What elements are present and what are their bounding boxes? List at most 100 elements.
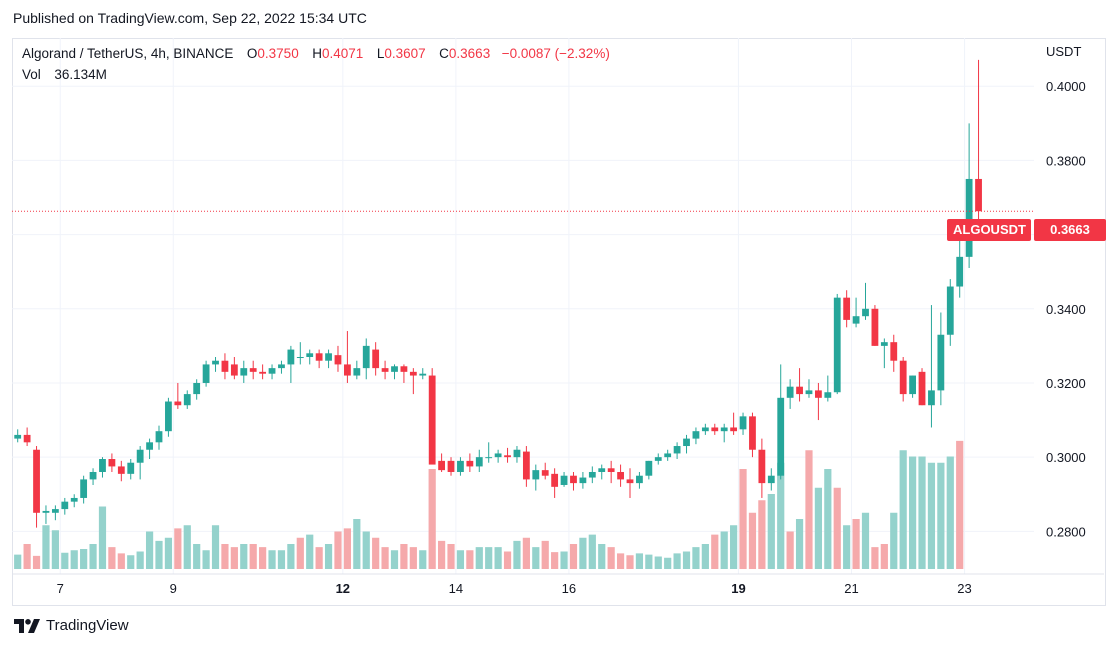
candle[interactable] xyxy=(880,338,888,369)
candle[interactable] xyxy=(975,59,982,232)
candle[interactable] xyxy=(579,471,587,489)
candle[interactable] xyxy=(230,357,238,380)
candle[interactable] xyxy=(51,505,59,521)
candle[interactable] xyxy=(475,449,483,472)
candle[interactable] xyxy=(296,342,304,365)
candle[interactable] xyxy=(221,353,229,380)
candle[interactable] xyxy=(946,279,954,346)
candle[interactable] xyxy=(334,345,342,372)
candle[interactable] xyxy=(287,345,295,383)
volume-label[interactable]: Vol xyxy=(22,67,41,82)
candle[interactable] xyxy=(777,364,785,480)
candle[interactable] xyxy=(636,471,643,489)
candle[interactable] xyxy=(928,305,935,428)
candle[interactable] xyxy=(664,449,672,461)
candle[interactable] xyxy=(805,379,813,398)
candle[interactable] xyxy=(730,412,738,435)
candle[interactable] xyxy=(353,360,361,380)
candle[interactable] xyxy=(80,475,88,504)
candle[interactable] xyxy=(767,468,775,491)
candle[interactable] xyxy=(588,466,596,484)
candle[interactable] xyxy=(494,449,502,463)
candle[interactable] xyxy=(447,457,455,476)
candle[interactable] xyxy=(843,290,851,328)
candle[interactable] xyxy=(70,494,78,508)
candle[interactable] xyxy=(325,349,332,369)
candle[interactable] xyxy=(890,334,898,372)
candle[interactable] xyxy=(183,390,191,409)
candle[interactable] xyxy=(259,364,267,380)
candle[interactable] xyxy=(278,360,285,374)
candle[interactable] xyxy=(61,497,69,515)
candle[interactable] xyxy=(155,425,163,450)
candle[interactable] xyxy=(532,464,540,491)
candle[interactable] xyxy=(23,427,31,447)
candle[interactable] xyxy=(33,446,40,528)
candle[interactable] xyxy=(212,357,219,372)
candle[interactable] xyxy=(833,293,841,395)
candle[interactable] xyxy=(174,382,182,409)
candle[interactable] xyxy=(485,442,493,463)
candle[interactable] xyxy=(560,471,568,487)
legend-symbol[interactable]: Algorand / TetherUS, 4h, BINANCE xyxy=(22,46,234,61)
candle[interactable] xyxy=(937,312,945,406)
candle[interactable] xyxy=(692,427,700,445)
candle[interactable] xyxy=(268,364,276,380)
candle[interactable] xyxy=(541,462,549,480)
candle[interactable] xyxy=(701,423,709,435)
candle[interactable] xyxy=(428,368,436,465)
candle[interactable] xyxy=(372,342,380,376)
candle[interactable] xyxy=(400,364,408,383)
candle[interactable] xyxy=(909,375,916,398)
candle[interactable] xyxy=(551,468,559,498)
candle[interactable] xyxy=(617,464,624,487)
candle[interactable] xyxy=(457,457,464,476)
candle[interactable] xyxy=(607,460,615,484)
candle[interactable] xyxy=(918,368,926,406)
candle[interactable] xyxy=(391,364,398,380)
candle[interactable] xyxy=(598,464,606,480)
candle[interactable] xyxy=(758,438,766,498)
candle[interactable] xyxy=(626,468,634,498)
candle[interactable] xyxy=(871,305,879,346)
candle[interactable] xyxy=(419,368,427,380)
candle[interactable] xyxy=(146,438,153,460)
candle[interactable] xyxy=(739,412,747,435)
candle[interactable] xyxy=(438,453,445,472)
candle[interactable] xyxy=(570,471,577,491)
candle[interactable] xyxy=(381,360,389,380)
candle[interactable] xyxy=(202,360,210,387)
candle[interactable] xyxy=(344,331,351,383)
candle[interactable] xyxy=(654,453,662,465)
candle[interactable] xyxy=(306,349,314,365)
candle[interactable] xyxy=(117,460,125,482)
candle[interactable] xyxy=(466,453,474,472)
candle[interactable] xyxy=(504,447,511,463)
candle[interactable] xyxy=(711,423,719,435)
candle[interactable] xyxy=(513,446,521,463)
candle[interactable] xyxy=(749,412,756,458)
candle[interactable] xyxy=(127,459,135,480)
candle[interactable] xyxy=(99,457,106,478)
candle[interactable] xyxy=(240,360,248,383)
candle[interactable] xyxy=(249,360,257,380)
candle[interactable] xyxy=(108,453,116,472)
candle[interactable] xyxy=(824,375,832,402)
candle[interactable] xyxy=(673,442,681,460)
candle[interactable] xyxy=(193,379,201,400)
candle[interactable] xyxy=(165,397,172,437)
candle[interactable] xyxy=(42,505,50,524)
candle[interactable] xyxy=(786,379,794,409)
candle[interactable] xyxy=(409,368,417,395)
tradingview-brand[interactable]: TradingView xyxy=(14,617,129,634)
candle[interactable] xyxy=(136,446,144,480)
candle[interactable] xyxy=(815,382,822,421)
candle[interactable] xyxy=(965,123,973,268)
candle[interactable] xyxy=(89,468,97,485)
candle[interactable] xyxy=(862,282,869,320)
candle[interactable] xyxy=(315,349,323,369)
candle[interactable] xyxy=(645,460,653,480)
candle[interactable] xyxy=(683,434,690,454)
candle[interactable] xyxy=(720,423,728,443)
